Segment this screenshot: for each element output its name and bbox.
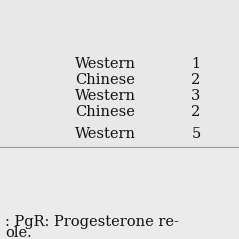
Text: 1: 1 (191, 57, 201, 71)
Text: Chinese: Chinese (75, 73, 135, 87)
Text: : PgR: Progesterone re-: : PgR: Progesterone re- (5, 215, 179, 229)
Text: 3: 3 (191, 89, 201, 103)
Text: 2: 2 (191, 73, 201, 87)
Text: 2: 2 (191, 105, 201, 120)
Text: ole.: ole. (5, 227, 32, 239)
Text: Western: Western (75, 89, 136, 103)
Text: 5: 5 (191, 127, 201, 141)
Text: Chinese: Chinese (75, 105, 135, 120)
Text: Western: Western (75, 57, 136, 71)
Text: Western: Western (75, 127, 136, 141)
Bar (0, 0, 239, 147)
